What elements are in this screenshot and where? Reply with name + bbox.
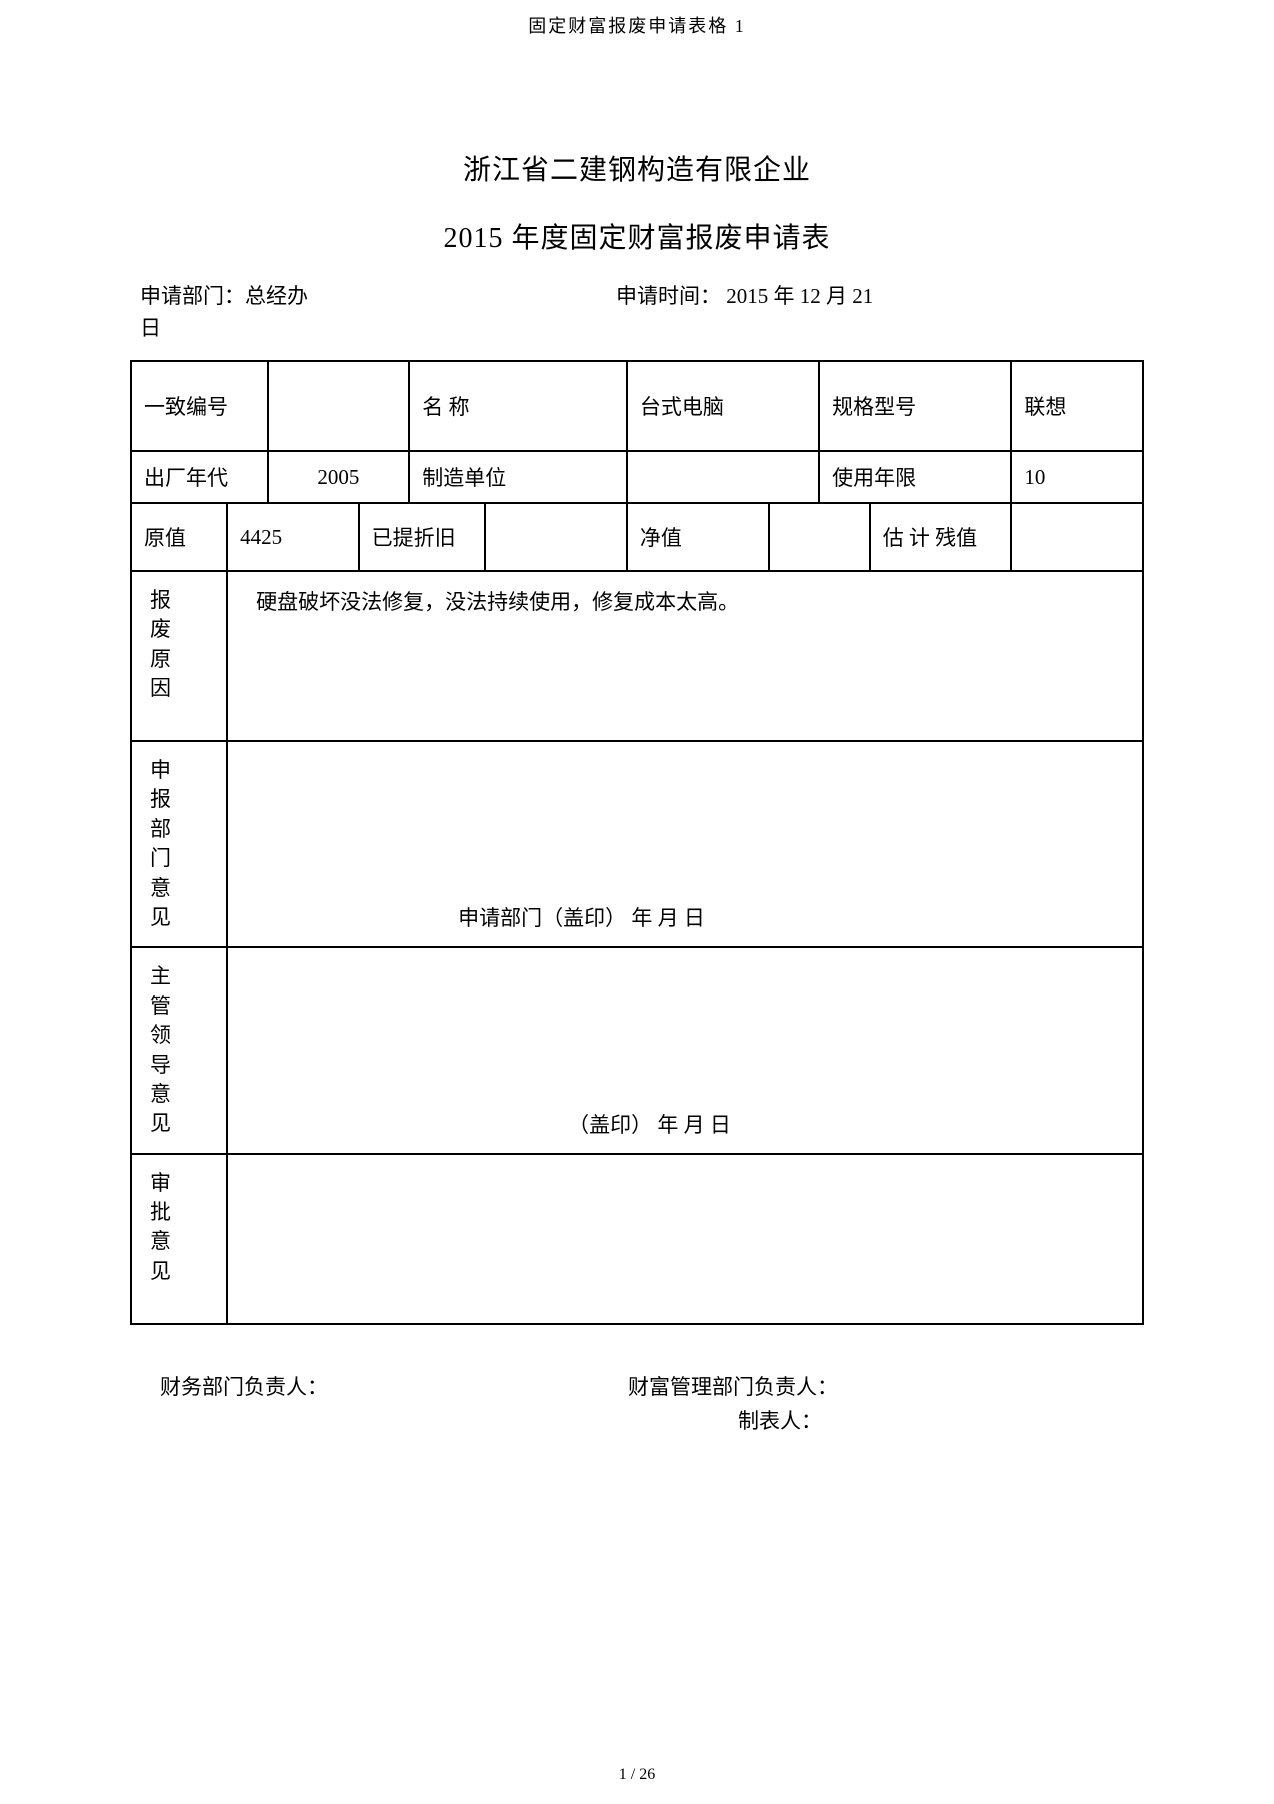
form-title: 2015 年度固定财富报废申请表 [130,216,1144,256]
reason-text: 硬盘破坏没法修复，没法持续使用，修复成本太高。 [227,571,1143,741]
approve-cell [227,1154,1143,1324]
leader-opinion-label: 主管领导意见 [131,947,227,1153]
residual-value [1011,503,1143,571]
name-label: 名 称 [409,361,627,451]
reason-label: 报废原因 [131,571,227,741]
life-label: 使用年限 [819,451,1011,503]
code-value [268,361,410,451]
dept-opinion-cell: 申请部门（盖印） 年 月 日 [227,741,1143,947]
depr-label: 已提折旧 [359,503,485,571]
spec-label: 规格型号 [819,361,1011,451]
spec-value: 联想 [1011,361,1143,451]
residual-label: 估 计 残值 [870,503,1012,571]
life-value: 10 [1011,451,1143,503]
company-title: 浙江省二建钢构造有限企业 [130,148,1144,188]
name-value: 台式电脑 [627,361,819,451]
meta-row: 申请部门：总经办 申请时间： 2015 年 12 月 21 [130,280,1144,310]
apply-day-suffix: 日 [130,312,1144,342]
doc-header: 固定财富报废申请表格 1 [0,0,1274,38]
approve-label: 审批意见 [131,1154,227,1324]
year-value: 2005 [268,451,410,503]
leader-stamp-line: （盖印） 年 月 日 [568,1109,731,1139]
net-value [769,503,870,571]
code-label: 一致编号 [131,361,268,451]
net-label: 净值 [627,503,769,571]
preparer-signer: 制表人： [738,1405,1144,1435]
dept-opinion-label: 申报部门意见 [131,741,227,947]
finance-signer: 财务部门负责人： [160,1371,328,1401]
depr-value [485,503,627,571]
apply-time: 申请时间： 2015 年 12 月 21 [616,280,873,310]
orig-value: 4425 [227,503,359,571]
maker-value [627,451,819,503]
year-label: 出厂年代 [131,451,268,503]
footer-signatures: 财务部门负责人： 财富管理部门负责人： [130,1371,1144,1401]
apply-dept: 申请部门：总经办 [140,280,308,310]
leader-opinion-cell: （盖印） 年 月 日 [227,947,1143,1153]
maker-label: 制造单位 [409,451,627,503]
orig-label: 原值 [131,503,227,571]
form-table: 一致编号 名 称 台式电脑 规格型号 联想 出厂年代 2005 制造单位 使用年… [130,360,1144,1325]
page-number: 1 / 26 [0,1766,1274,1784]
dept-stamp-line: 申请部门（盖印） 年 月 日 [458,902,705,932]
asset-mgr-signer: 财富管理部门负责人： [628,1371,838,1401]
